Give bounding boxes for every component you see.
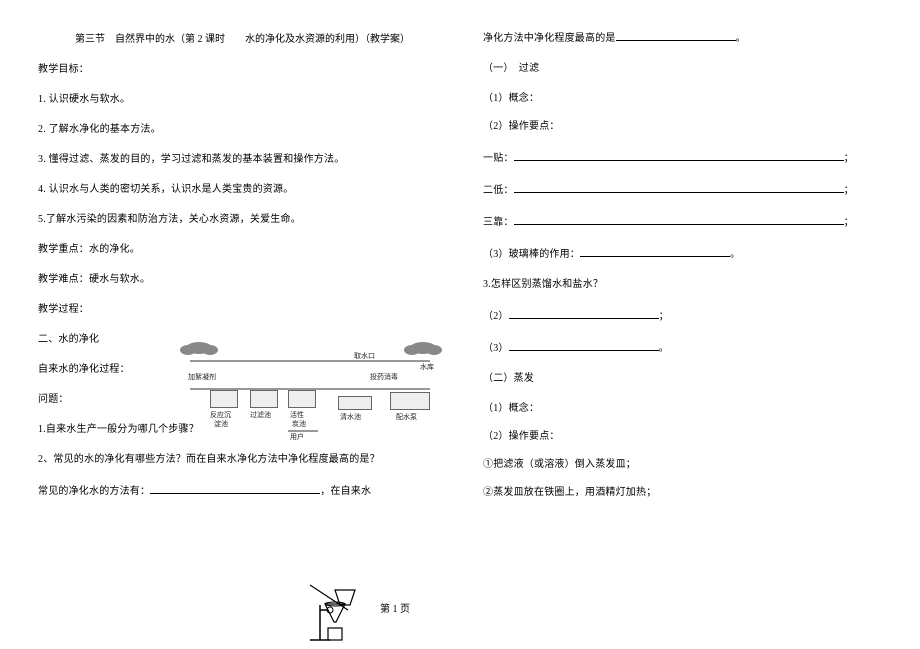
reaction-label2: 淀池 [214, 419, 228, 429]
difficult-point: 教学难点：硬水与软水。 [38, 273, 447, 287]
objectives-heading: 教学目标： [38, 63, 447, 77]
answer2-suffix: ； [659, 311, 669, 322]
blank-line [514, 150, 844, 161]
blank-line [150, 483, 320, 494]
reaction-tank-box [210, 390, 238, 408]
blank-line [509, 340, 659, 351]
reservoir-label: 水库 [420, 362, 434, 372]
answer3-prefix: （3） [483, 343, 509, 354]
two-low-prefix: 二低： [483, 185, 514, 196]
section-evaporate-heading: （二）蒸发 [483, 372, 892, 386]
fill-three-lean: 三靠： ； [483, 214, 892, 230]
clear-water-label: 清水池 [340, 412, 361, 422]
fill-blank-methods: 常见的净化水的方法有： ，在自来水 [38, 483, 447, 499]
pump-box [390, 392, 430, 410]
three-lean-prefix: 三靠： [483, 217, 514, 228]
highest-suffix: 。 [736, 33, 746, 44]
right-column: 净化方法中净化程度最高的是。 （一） 过滤 （1）概念： （2）操作要点： 一贴… [465, 30, 892, 515]
objective-5: 5.了解水污染的因素和防治方法，关心水资源，关爱生命。 [38, 213, 447, 227]
answer2-prefix: （2） [483, 311, 509, 322]
blank-line [580, 246, 730, 257]
flocculant-label: 加絮凝剂 [188, 372, 216, 382]
clear-water-box [338, 396, 372, 410]
pipe-line [190, 360, 430, 362]
concept-label: （1）概念： [483, 92, 892, 106]
blank-line [616, 30, 736, 41]
filtration-apparatus-icon [300, 580, 370, 645]
evap-step-2: ②蒸发皿放在铁圈上，用酒精灯加热； [483, 486, 892, 500]
evap-concept-label: （1）概念： [483, 402, 892, 416]
fill-glass-rod: （3）玻璃棒的作用： 。 [483, 246, 892, 262]
fill-answer-2: （2） ； [483, 308, 892, 324]
section-filter-heading: （一） 过滤 [483, 62, 892, 76]
blank-line [514, 214, 844, 225]
carbon-tank-box [288, 390, 316, 408]
water-treatment-diagram: 取水口 水库 投药消毒 加絮凝剂 反应沉 淀池 过滤池 活性 炭池 清水池 配水… [180, 342, 450, 442]
fill-answer-3: （3） 。 [483, 340, 892, 356]
user-label: 用户 [290, 432, 304, 442]
cloud-icon [186, 342, 212, 354]
question-2: 2、常见的水的净化有哪些方法？而在自来水净化方法中净化程度最高的是？ [38, 453, 447, 467]
objective-1: 1. 认识硬水与软水。 [38, 93, 447, 107]
blank-line [514, 182, 844, 193]
blank-line [509, 308, 659, 319]
evap-operation-label: （2）操作要点： [483, 430, 892, 444]
objective-4: 4. 认识水与人类的密切关系，认识水是人类宝贵的资源。 [38, 183, 447, 197]
evap-step-1: ①把滤液（或溶液）倒入蒸发皿； [483, 458, 892, 472]
two-low-suffix: ； [844, 185, 854, 196]
intake-label: 取水口 [354, 351, 375, 361]
document-page: 第三节 自然界中的水（第 2 课时 水的净化及水资源的利用）（教学案） 教学目标… [0, 0, 920, 525]
question-3: 3.怎样区别蒸馏水和盐水？ [483, 278, 892, 292]
glass-rod-prefix: （3）玻璃棒的作用： [483, 249, 580, 260]
lesson-title: 第三节 自然界中的水（第 2 课时 水的净化及水资源的利用）（教学案） [38, 30, 447, 45]
glass-rod-suffix: 。 [730, 249, 740, 260]
cloud-icon [410, 342, 436, 354]
fill-blank-highest: 净化方法中净化程度最高的是 。 [483, 30, 892, 46]
operation-points-label: （2）操作要点： [483, 120, 892, 134]
disinfect-label: 投药消毒 [370, 372, 398, 382]
pipe-line [288, 430, 318, 432]
filter-pool-label: 过滤池 [250, 410, 271, 420]
page-number: 第 1 页 [380, 600, 410, 615]
three-lean-suffix: ； [844, 217, 854, 228]
filter-tank-box [250, 390, 278, 408]
objective-2: 2. 了解水净化的基本方法。 [38, 123, 447, 137]
left-column: 第三节 自然界中的水（第 2 课时 水的净化及水资源的利用）（教学案） 教学目标… [38, 30, 465, 515]
methods-suffix: ，在自来水 [320, 486, 371, 497]
highest-prefix: 净化方法中净化程度最高的是 [483, 33, 616, 44]
one-paste-suffix: ； [844, 153, 854, 164]
objective-3: 3. 懂得过滤、蒸发的目的，学习过滤和蒸发的基本装置和操作方法。 [38, 153, 447, 167]
fill-two-low: 二低： ； [483, 182, 892, 198]
key-point: 教学重点：水的净化。 [38, 243, 447, 257]
carbon-label2: 炭池 [292, 419, 306, 429]
one-paste-prefix: 一贴： [483, 153, 514, 164]
pump-label: 配水泵 [396, 412, 417, 422]
answer3-suffix: 。 [659, 343, 669, 354]
fill-one-paste: 一贴： ； [483, 150, 892, 166]
methods-prefix: 常见的净化水的方法有： [38, 486, 150, 497]
process-heading: 教学过程： [38, 303, 447, 317]
